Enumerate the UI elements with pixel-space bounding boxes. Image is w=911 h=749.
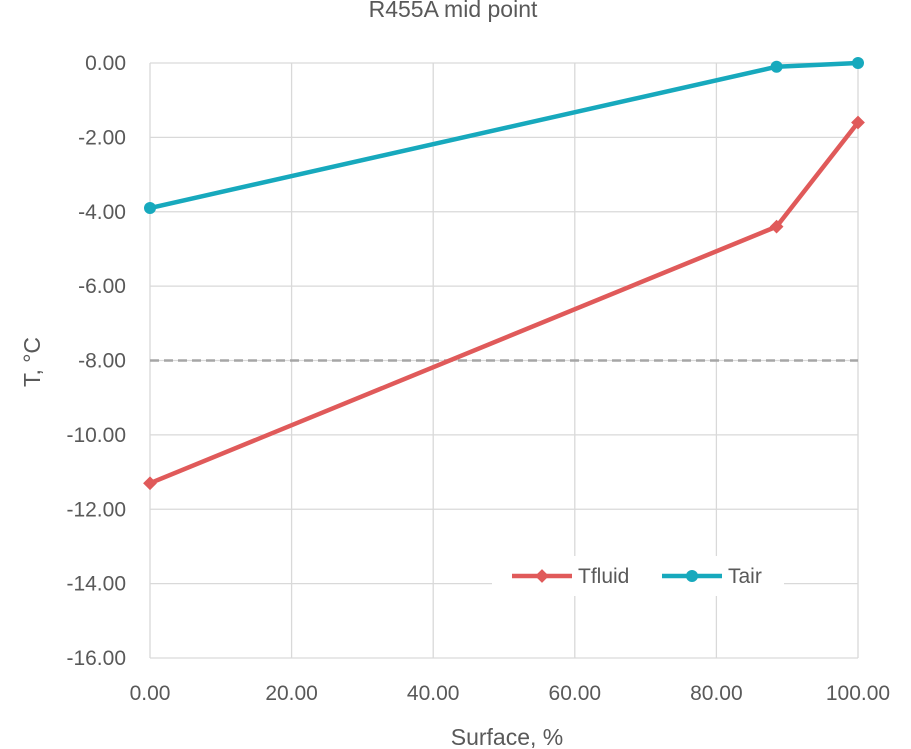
- legend-marker-tair: [686, 570, 698, 582]
- x-tick-label: 100.00: [826, 682, 890, 705]
- series-tair: [144, 57, 864, 215]
- y-tick-label: -10.00: [66, 424, 126, 447]
- data-point-tair: [770, 60, 783, 73]
- legend-marker-tfluid: [535, 569, 549, 583]
- y-tick-label: -16.00: [66, 647, 126, 670]
- x-tick-label: 0.00: [130, 682, 171, 705]
- x-axis-title: Surface, %: [451, 724, 564, 749]
- y-tick-label: -2.00: [78, 126, 126, 149]
- series-line-tair: [147, 60, 861, 211]
- data-point-tair: [852, 57, 864, 69]
- y-tick-label: -4.00: [78, 201, 126, 224]
- series-tfluid: [143, 115, 865, 491]
- series-line-tfluid: [147, 120, 861, 486]
- x-tick-label: 40.00: [407, 682, 460, 705]
- y-tick-label: -8.00: [78, 350, 126, 373]
- legend-label-tair: Tair: [728, 565, 762, 588]
- y-tick-label: -14.00: [66, 573, 126, 596]
- data-point-tfluid: [769, 219, 784, 234]
- y-axis-title: T, °C: [19, 337, 45, 387]
- x-tick-label: 80.00: [690, 682, 743, 705]
- data-point-tfluid: [851, 115, 865, 130]
- y-axis-ticks: 0.00 -2.00 -4.00 -6.00 -8.00 -10.00 -12.00 -14.…: [66, 52, 126, 670]
- series-layer: [143, 57, 865, 491]
- x-tick-label: 20.00: [265, 682, 318, 705]
- data-point-tair: [144, 202, 156, 215]
- y-tick-label: -6.00: [78, 275, 126, 298]
- legend: Tfluid Tair: [492, 556, 784, 596]
- chart-title: R455A mid point: [369, 0, 538, 22]
- y-tick-label: 0.00: [85, 52, 126, 75]
- legend-label-tfluid: Tfluid: [578, 565, 629, 588]
- x-tick-label: 60.00: [549, 682, 602, 705]
- y-tick-label: -12.00: [66, 498, 126, 521]
- x-axis-ticks: 0.00 20.00 40.00 60.00 80.00 100.00: [130, 682, 891, 705]
- data-point-tfluid: [143, 476, 157, 491]
